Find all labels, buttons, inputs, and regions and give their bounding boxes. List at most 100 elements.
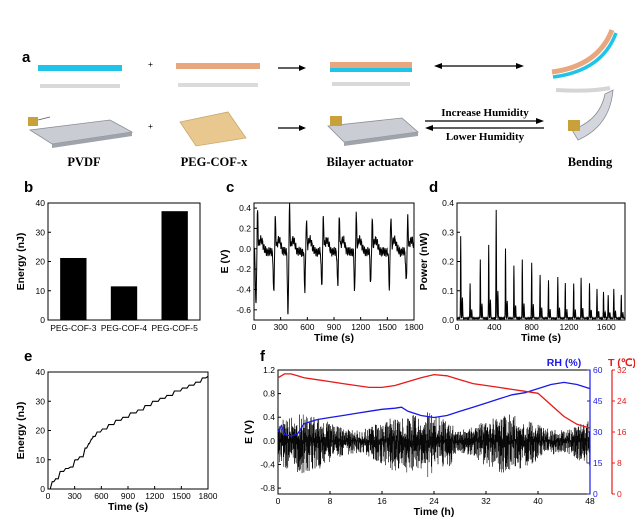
t-tick-label: 16 bbox=[617, 427, 627, 437]
f-ytick-label: 1.2 bbox=[263, 365, 275, 375]
caption-bilayer: Bilayer actuator bbox=[327, 155, 414, 169]
panel-f: f -0.8 -0.4 0.0 0.4 0.8 1.2 0 8 16 24 32 40 48 Time (h… bbox=[243, 348, 635, 518]
e-ytick-label: 20 bbox=[36, 426, 46, 436]
bent-film-cof bbox=[551, 29, 615, 75]
cof-film-shadow bbox=[178, 83, 258, 87]
caption-peg-cof: PEG-COF-x bbox=[181, 155, 248, 169]
d-y-axis-label: Power (nW) bbox=[418, 233, 430, 291]
c-xtick-label: 1800 bbox=[405, 322, 424, 332]
plus-sign-bottom: + bbox=[148, 121, 153, 131]
e-xtick-label: 1200 bbox=[145, 491, 164, 501]
bar-category-label: PEG-COF-5 bbox=[152, 323, 199, 333]
charts: b 0 10 20 30 40 Energy (nJ) PEG-COF-3 PEG-COF-4 P… bbox=[15, 179, 635, 518]
d-xtick-label: 0 bbox=[455, 322, 460, 332]
d-xtick-label: 1200 bbox=[560, 322, 579, 332]
bent-film-shadow bbox=[555, 86, 611, 93]
c-xtick-label: 1500 bbox=[378, 322, 397, 332]
f-xtick-label: 16 bbox=[377, 496, 387, 506]
bar-peg-cof-4 bbox=[110, 286, 138, 320]
power-trace bbox=[456, 209, 626, 321]
caption-pvdf: PVDF bbox=[67, 155, 101, 169]
e-x-axis-label: Time (s) bbox=[108, 501, 148, 513]
bar-peg-cof-3 bbox=[60, 257, 87, 320]
b-ytick-label: 20 bbox=[36, 257, 46, 267]
e-xtick-label: 1500 bbox=[172, 491, 191, 501]
e-ytick-label: 40 bbox=[36, 367, 46, 377]
d-xtick-label: 400 bbox=[487, 322, 501, 332]
pvdf-film bbox=[38, 65, 122, 71]
e-ytick-label: 0 bbox=[40, 484, 45, 494]
d-xtick-label: 800 bbox=[525, 322, 539, 332]
pvdf-film-shadow bbox=[40, 84, 120, 88]
f-xtick-label: 8 bbox=[328, 496, 333, 506]
e-xtick-label: 0 bbox=[46, 491, 51, 501]
rh-tick-label: 30 bbox=[593, 427, 603, 437]
rh-tick-label: 0 bbox=[593, 489, 598, 499]
panel-b-letter: b bbox=[24, 179, 33, 196]
b-ytick-label: 40 bbox=[36, 198, 46, 208]
panel-e: e 0 10 20 30 40 0 300 600 900 1200 1500 1800 Time (s)… bbox=[15, 348, 218, 513]
panel-d: d 0.0 0.1 0.2 0.3 0.4 0 400 800 1200 1600 Time (s) P… bbox=[418, 179, 626, 344]
d-frame bbox=[456, 202, 626, 321]
bilayer-top bbox=[330, 62, 412, 68]
panel-e-letter: e bbox=[24, 348, 32, 365]
d-ytick-label: 0.2 bbox=[442, 257, 454, 267]
c-xtick-label: 300 bbox=[274, 322, 288, 332]
arrow-right-bottom bbox=[278, 125, 306, 131]
f-xtick-label: 24 bbox=[429, 496, 439, 506]
t-axis-title: T (℃) bbox=[608, 357, 635, 369]
e-xtick-label: 300 bbox=[68, 491, 82, 501]
b-y-axis-label: Energy (nJ) bbox=[15, 233, 27, 291]
double-arrow-top bbox=[434, 63, 524, 69]
bending-photo bbox=[568, 89, 614, 141]
e-xtick-label: 1800 bbox=[199, 491, 218, 501]
caption-bending: Bending bbox=[568, 155, 613, 169]
t-tick-label: 8 bbox=[617, 458, 622, 468]
c-ytick-label: 0.2 bbox=[239, 223, 251, 233]
d-ytick-label: 0.0 bbox=[442, 315, 454, 325]
f-y-axis-label: E (V) bbox=[243, 420, 255, 444]
rh-tick-label: 15 bbox=[593, 458, 603, 468]
f-ytick-label: 0.4 bbox=[263, 412, 275, 422]
d-ytick-label: 0.3 bbox=[442, 227, 454, 237]
f-xtick-label: 48 bbox=[585, 496, 595, 506]
c-xtick-label: 1200 bbox=[351, 322, 370, 332]
c-ytick-label: -0.6 bbox=[236, 305, 251, 315]
panel-f-letter: f bbox=[260, 348, 266, 365]
bar-peg-cof-5 bbox=[161, 211, 188, 320]
rh-tick-label: 45 bbox=[593, 396, 603, 406]
f-xtick-label: 0 bbox=[276, 496, 281, 506]
temperature-line bbox=[277, 373, 591, 429]
panel-d-letter: d bbox=[429, 179, 438, 196]
f-ytick-label: 0.8 bbox=[263, 389, 275, 399]
pvdf-photo bbox=[28, 116, 134, 148]
voltage-signal bbox=[277, 412, 591, 478]
c-ytick-label: -0.4 bbox=[236, 284, 251, 294]
t-tick-label: 32 bbox=[617, 365, 627, 375]
cumulative-energy-line bbox=[48, 375, 209, 490]
c-ytick-label: 0.4 bbox=[239, 203, 251, 213]
panel-c-letter: c bbox=[226, 179, 234, 196]
b-ytick-label: 0 bbox=[40, 315, 45, 325]
d-ytick-label: 0.4 bbox=[442, 198, 454, 208]
f-ytick-label: -0.4 bbox=[260, 459, 275, 469]
bar-category-label: PEG-COF-4 bbox=[101, 323, 148, 333]
f-ytick-label: -0.8 bbox=[260, 483, 275, 493]
e-xtick-label: 600 bbox=[94, 491, 108, 501]
increase-humidity-label: Increase Humidity bbox=[441, 107, 529, 119]
bent-film-pvdf bbox=[552, 32, 618, 79]
panel-a: a + + In bbox=[22, 29, 618, 169]
panel-b: b 0 10 20 30 40 Energy (nJ) PEG-COF-3 PEG-COF-4 P… bbox=[15, 179, 201, 333]
voltage-trace bbox=[253, 202, 415, 315]
humidity-arrows bbox=[425, 118, 544, 131]
c-x-axis-label: Time (s) bbox=[314, 332, 354, 344]
f-x-axis-label: Time (h) bbox=[414, 506, 455, 518]
panel-a-letter: a bbox=[22, 49, 31, 66]
bar-category-label: PEG-COF-3 bbox=[50, 323, 97, 333]
e-ytick-label: 30 bbox=[36, 396, 46, 406]
c-xtick-label: 900 bbox=[327, 322, 341, 332]
e-frame bbox=[47, 371, 209, 490]
t-tick-label: 0 bbox=[617, 489, 622, 499]
lower-humidity-label: Lower Humidity bbox=[446, 131, 525, 143]
